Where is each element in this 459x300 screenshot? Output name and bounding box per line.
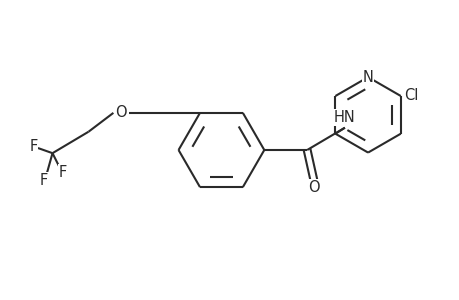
Text: HN: HN: [332, 110, 354, 125]
Text: Cl: Cl: [403, 88, 418, 104]
Text: O: O: [115, 105, 127, 120]
Text: N: N: [362, 70, 373, 85]
Text: O: O: [308, 180, 319, 195]
Text: F: F: [40, 173, 48, 188]
Text: F: F: [29, 139, 38, 154]
Text: F: F: [59, 164, 67, 179]
